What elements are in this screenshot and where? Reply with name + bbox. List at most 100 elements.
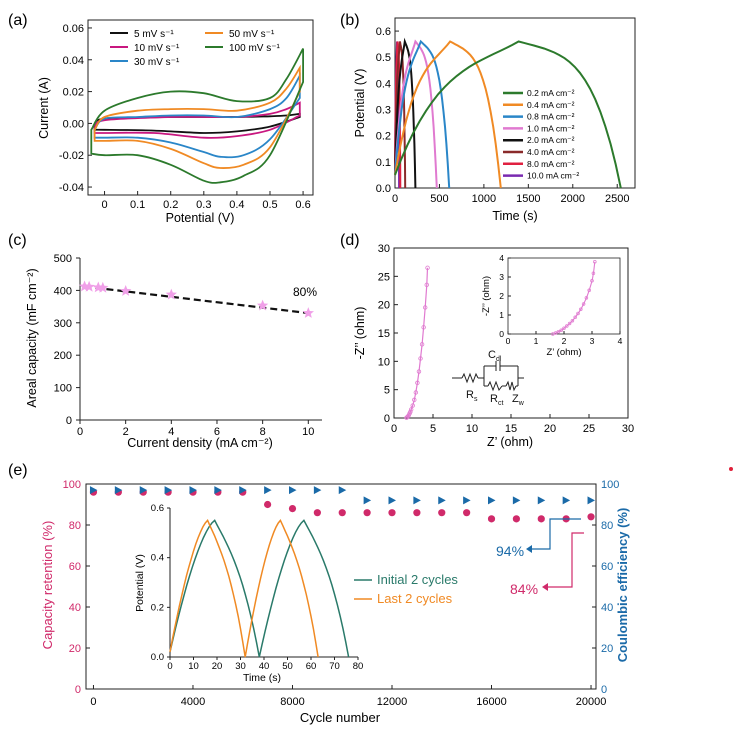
gcd-ytick-label: 0.1 [376,157,391,169]
nyquist-point [412,397,417,403]
nyquist-point [410,403,415,408]
nyquist-xtick-label: 5 [430,423,436,435]
cycling-inset-ytick-label: 0.6 [151,503,164,514]
cycling-inset-ytick-label: 0.4 [151,553,164,564]
nyquist-inset-xlabel: Z’ (ohm) [546,347,581,358]
efficiency-point [512,496,521,505]
nyquist-ytick-label: 10 [378,356,390,368]
cv-chart: 0 0.1 0.2 0.3 0.4 0.5 0.6 -0.04 -0.02 0.00 0.02 0.0… [37,19,314,225]
gcd-legend-label: 1.0 mA cm⁻² [527,123,575,133]
efficiency-point [463,496,471,505]
efficiency-point [239,486,247,495]
areal-ytick-label: 200 [54,350,72,362]
areal-point [256,299,269,311]
nyquist-point [425,265,430,271]
nyquist-xtick-label: 0 [391,423,397,435]
nyquist-ytick-label: 0 [384,413,390,425]
cv-legend-label: 10 mV s⁻¹ [134,43,180,54]
nyquist-inset-ytick-label: 2 [499,291,504,301]
cv-ylabel: Current (A) [37,77,51,139]
cycling-right-ytick-label: 0 [601,684,607,696]
gcd-ytick-label: 0.4 [376,78,391,90]
inset-legend-label: Last 2 cycles [377,591,453,606]
nyquist-inset-point [553,331,558,335]
gcd-xtick-label: 1000 [472,193,496,205]
cv-ytick-label: -0.02 [59,150,84,162]
cv-xtick-label: 0.2 [163,199,178,211]
cv-frame [87,19,314,196]
inset-initial-cycles-curve [169,519,350,658]
cv-legend-label: 50 mV s⁻¹ [229,29,275,40]
circuit-label-zw: Zw [512,393,525,407]
gcd-legend-label: 0.8 mA cm⁻² [527,112,575,122]
cycling-left-ytick-label: 40 [69,602,81,614]
nyquist-inset-xtick-label: 1 [534,336,539,346]
areal-annotation: 80% [293,285,317,299]
cv-xlabel: Potential (V) [166,211,235,225]
gcd-legend-label: 2.0 mA cm⁻² [527,135,575,145]
gcd-ylabel: Potential (V) [353,69,367,138]
nyquist-inset-point [567,321,572,326]
retention-callout-arrow [548,532,584,588]
cycling-xtick-label: 16000 [476,696,507,708]
gcd-curve [394,39,451,189]
nyquist-inset-point [576,311,580,316]
cycling-inset-xtick-label: 30 [235,661,246,672]
cv-xtick-label: 0.1 [130,199,145,211]
cycling-xtick-label: 20000 [576,696,607,708]
efficiency-point [264,486,272,495]
nyquist-xtick-label: 10 [466,423,478,435]
panel-label-c: (c) [8,232,27,249]
efficiency-point [438,496,446,505]
cv-xtick-label: 0.3 [196,199,211,211]
cycling-left-ytick-label: 20 [69,643,81,655]
cycling-inset-xtick-label: 70 [329,661,340,672]
resistor-rct [487,380,503,392]
cycling-ylabel-right: Coulombic efficiency (%) [615,508,630,663]
gcd-ytick-label: 0.0 [376,183,391,195]
gcd-xtick-label: 1500 [516,193,540,205]
circuit-label-rct: Rct [490,393,503,407]
nyquist-ytick-label: 30 [378,243,390,255]
cv-curve [93,72,301,159]
efficiency-point [89,486,98,495]
nyquist-inset-point [556,329,561,334]
nyquist-point [408,407,414,412]
cycling-inset: 0 10 20 30 40 50 60 70 80 0.0 0.2 0.4 0.6 Time (s) P… [134,503,458,684]
nyquist-inset-point [565,324,569,328]
panel-label-a: (a) [8,12,28,29]
nyquist-inset-point [570,318,575,323]
nyquist-inset: 0 1 2 3 4 0 1 2 3 4 Z’ (ohm) -Z’’ (ohm) [481,253,623,358]
efficiency-point [562,496,571,505]
cycling-inset-xtick-label: 10 [188,661,199,672]
nyquist-inset-point [559,328,563,332]
retention-point [413,509,421,517]
nyquist-point [418,356,423,361]
gcd-xtick-label: 500 [430,193,448,205]
areal-ytick-label: 500 [54,253,72,265]
efficiency-callout-head [526,545,532,553]
cycling-callouts: 94% 84% [496,518,584,597]
circuit-label-rs: Rs [466,389,478,403]
gcd-legend-label: 0.4 mA cm⁻² [527,100,575,110]
nyquist-inset-point [584,296,589,300]
areal-xtick-label: 8 [260,426,266,438]
areal-xtick-label: 0 [77,426,83,438]
efficiency-point [388,496,396,505]
areal-xtick-label: 4 [168,426,174,438]
cycling-xtick-label: 4000 [181,696,205,708]
areal-point [302,307,314,318]
areal-fit-line [84,285,309,315]
cv-curve [90,48,304,184]
cycling-right-ytick-label: 100 [601,479,619,491]
inset-last-cycles-curve [169,518,319,658]
gcd-xtick-label: 2500 [605,193,629,205]
cycling-inset-xlabel: Time (s) [243,672,281,684]
cycling-xtick-label: 12000 [377,696,408,708]
panel-label-b: (b) [340,12,360,29]
cycling-ylabel-left: Capacity retention (%) [40,521,55,650]
nyquist-inset-xtick-label: 3 [590,336,595,346]
efficiency-callout-label: 94% [496,543,524,559]
nyquist-inset-curve [552,261,596,335]
retention-point [487,515,496,523]
